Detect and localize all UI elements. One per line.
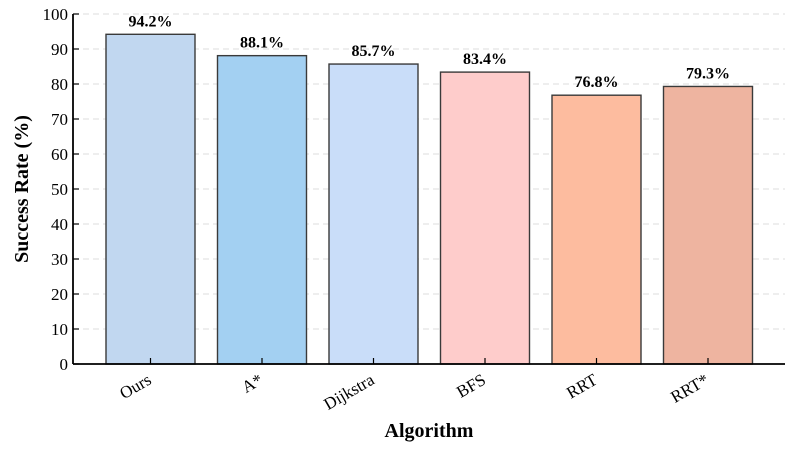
bar-dijkstra	[328, 63, 419, 365]
data-labels: 94.2% 88.1% 85.7% 83.4% 76.8% 79.3%	[129, 13, 731, 91]
bar-ours	[105, 33, 196, 365]
x-tick-label: RRT	[563, 370, 601, 403]
y-tick-label: 70	[51, 110, 68, 129]
y-tick-label: 10	[51, 320, 68, 339]
data-label: 76.8%	[575, 74, 619, 91]
data-label: 79.3%	[686, 65, 730, 82]
bar-a-	[216, 54, 308, 365]
x-tick-label: RRT*	[667, 370, 712, 407]
x-tick-label: Dijkstra	[321, 370, 378, 414]
y-tick-label: 50	[51, 180, 68, 199]
y-tick-label: 90	[51, 40, 68, 59]
data-label: 88.1%	[240, 35, 284, 52]
y-tick-label: 100	[43, 5, 69, 24]
bar-rrt-	[662, 85, 754, 365]
y-tick-label: 60	[51, 145, 68, 164]
y-tick-label: 30	[51, 250, 68, 269]
y-ticks: 0 10 20 30 40 50 60 70 80 90 100	[43, 5, 79, 374]
data-label: 94.2%	[129, 13, 173, 30]
y-tick-label: 40	[51, 215, 68, 234]
bar-bfs	[439, 71, 531, 365]
y-tick-label: 0	[60, 355, 69, 374]
bars-layer	[105, 33, 754, 365]
bar-rrt	[551, 94, 642, 365]
data-label: 85.7%	[352, 43, 396, 60]
x-tick-label: A*	[239, 370, 266, 397]
y-tick-label: 80	[51, 75, 68, 94]
y-tick-label: 20	[51, 285, 68, 304]
x-tick-label: Ours	[116, 370, 154, 403]
x-tick-label: BFS	[453, 370, 489, 402]
x-axis-title: Algorithm	[385, 420, 474, 442]
y-axis-title: Success Rate (%)	[11, 115, 33, 263]
x-ticks: Ours A* Dijkstra BFS RRT RRT*	[116, 358, 712, 414]
data-label: 83.4%	[463, 51, 507, 68]
